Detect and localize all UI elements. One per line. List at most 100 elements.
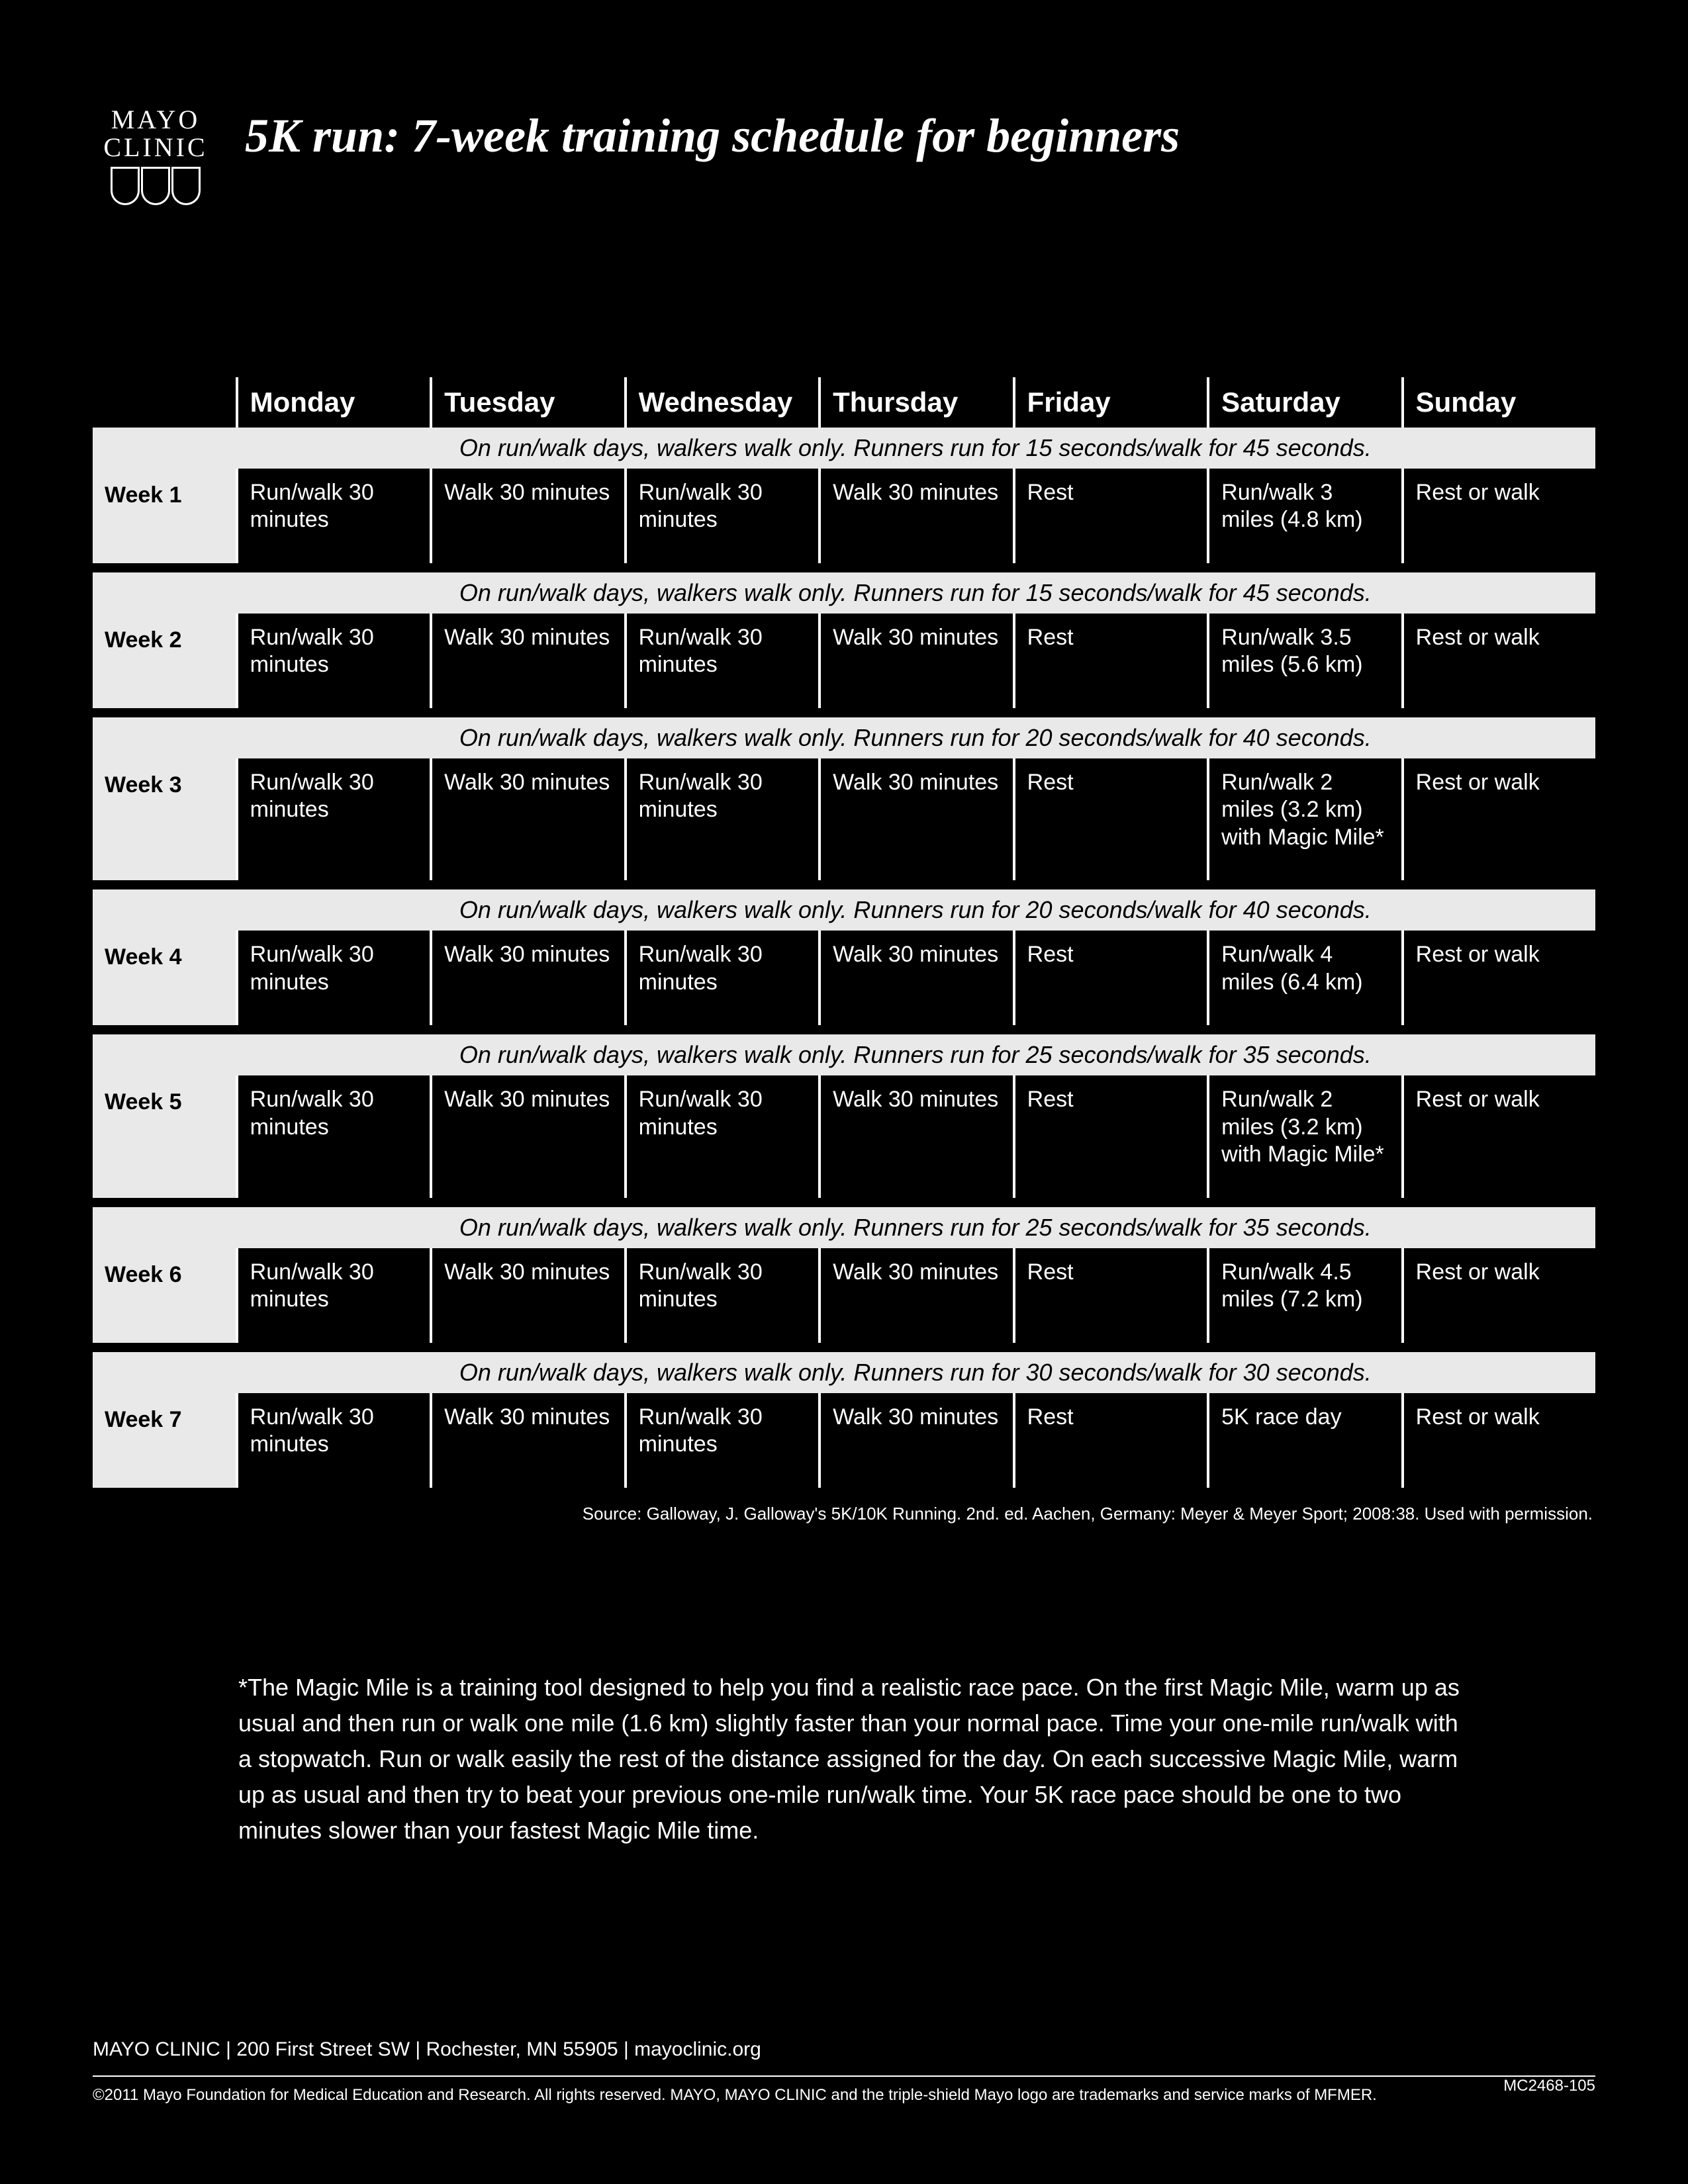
schedule-cell: Rest or walk [1401,931,1595,1025]
page-title: 5K run: 7-week training schedule for beg… [245,106,1180,162]
week-label-spacer [93,572,236,614]
schedule-cell: Walk 30 minutes [430,614,624,708]
schedule-cell: Rest [1013,614,1207,708]
week-label: Week 4 [93,931,236,1025]
triple-shield-icon [111,167,201,205]
schedule-cell: Run/walk 30 minutes [236,469,430,563]
week-label-spacer [93,1034,236,1075]
schedule-cell: Walk 30 minutes [818,469,1013,563]
schedule-cell: Walk 30 minutes [818,1075,1013,1197]
week-note: On run/walk days, walkers walk only. Run… [236,717,1595,758]
week-note: On run/walk days, walkers walk only. Run… [236,889,1595,931]
mayo-clinic-logo: MAYO CLINIC [93,106,218,205]
footer-divider [93,2075,1595,2077]
schedule-cell: Rest [1013,1075,1207,1197]
footer-legal: ©2011 Mayo Foundation for Medical Educat… [93,2086,1595,2105]
schedule-cell: Rest or walk [1401,758,1595,880]
schedule-cell: Run/walk 30 minutes [624,1075,819,1197]
week-label: Week 6 [93,1248,236,1343]
schedule-cell: Walk 30 minutes [430,758,624,880]
schedule-cell: Run/walk 30 minutes [624,469,819,563]
schedule-cell: Rest or walk [1401,614,1595,708]
page-footer: MAYO CLINIC | 200 First Street SW | Roch… [93,2038,1595,2105]
schedule-cell: Walk 30 minutes [818,758,1013,880]
footer-address: MAYO CLINIC | 200 First Street SW | Roch… [93,2038,1595,2061]
week-label: Week 3 [93,758,236,880]
week-data-row: Week 4Run/walk 30 minutesWalk 30 minutes… [93,931,1595,1025]
col-header-day: Saturday [1207,377,1401,428]
col-header-blank [93,377,236,428]
week-note: On run/walk days, walkers walk only. Run… [236,1352,1595,1393]
schedule-cell: Rest [1013,931,1207,1025]
row-spacer [93,1343,1595,1352]
col-header-day: Monday [236,377,430,428]
week-label-spacer [93,1207,236,1248]
week-label: Week 5 [93,1075,236,1197]
training-schedule-table: Monday Tuesday Wednesday Thursday Friday… [93,377,1595,1488]
schedule-cell: Run/walk 30 minutes [624,614,819,708]
week-data-row: Week 2Run/walk 30 minutesWalk 30 minutes… [93,614,1595,708]
schedule-cell: Run/walk 30 minutes [236,614,430,708]
week-label: Week 7 [93,1393,236,1488]
logo-text-line2: CLINIC [103,134,207,161]
schedule-cell: Run/walk 30 minutes [236,1075,430,1197]
schedule-cell: Walk 30 minutes [818,614,1013,708]
schedule-cell: Walk 30 minutes [430,1248,624,1343]
schedule-cell: Walk 30 minutes [430,931,624,1025]
schedule-cell: Walk 30 minutes [430,469,624,563]
week-note: On run/walk days, walkers walk only. Run… [236,1207,1595,1248]
week-label-spacer [93,1352,236,1393]
col-header-day: Wednesday [624,377,819,428]
row-spacer [93,880,1595,889]
schedule-cell: Rest or walk [1401,469,1595,563]
table-header-row: Monday Tuesday Wednesday Thursday Friday… [93,377,1595,428]
header: MAYO CLINIC 5K run: 7-week training sche… [93,106,1595,205]
week-note-row: On run/walk days, walkers walk only. Run… [93,428,1595,469]
week-data-row: Week 6Run/walk 30 minutesWalk 30 minutes… [93,1248,1595,1343]
schedule-cell: Walk 30 minutes [818,1393,1013,1488]
schedule-cell: Rest [1013,1393,1207,1488]
week-note: On run/walk days, walkers walk only. Run… [236,572,1595,614]
col-header-day: Tuesday [430,377,624,428]
schedule-cell: Run/walk 4.5 miles (7.2 km) [1207,1248,1401,1343]
schedule-cell: Rest or walk [1401,1248,1595,1343]
col-header-day: Friday [1013,377,1207,428]
schedule-cell: Rest [1013,758,1207,880]
week-note-row: On run/walk days, walkers walk only. Run… [93,717,1595,758]
week-label-spacer [93,889,236,931]
schedule-cell: Walk 30 minutes [430,1393,624,1488]
week-note-row: On run/walk days, walkers walk only. Run… [93,1034,1595,1075]
week-label: Week 2 [93,614,236,708]
schedule-cell: Run/walk 30 minutes [624,1393,819,1488]
week-data-row: Week 5Run/walk 30 minutesWalk 30 minutes… [93,1075,1595,1197]
schedule-cell: Rest [1013,1248,1207,1343]
week-label-spacer [93,717,236,758]
magic-mile-footnote: *The Magic Mile is a training tool desig… [238,1670,1463,1848]
schedule-cell: Run/walk 2 miles (3.2 km) with Magic Mil… [1207,1075,1401,1197]
schedule-cell: Walk 30 minutes [818,1248,1013,1343]
week-note-row: On run/walk days, walkers walk only. Run… [93,1352,1595,1393]
schedule-cell: Run/walk 3.5 miles (5.6 km) [1207,614,1401,708]
logo-text-line1: MAYO [111,106,201,134]
week-note-row: On run/walk days, walkers walk only. Run… [93,889,1595,931]
source-citation: Source: Galloway, J. Galloway's 5K/10K R… [93,1504,1595,1524]
week-data-row: Week 7Run/walk 30 minutesWalk 30 minutes… [93,1393,1595,1488]
week-data-row: Week 3Run/walk 30 minutesWalk 30 minutes… [93,758,1595,880]
schedule-cell: Run/walk 30 minutes [236,758,430,880]
schedule-cell: Rest [1013,469,1207,563]
schedule-cell: Rest or walk [1401,1075,1595,1197]
schedule-cell: Run/walk 30 minutes [236,1248,430,1343]
schedule-cell: Walk 30 minutes [430,1075,624,1197]
schedule-cell: Run/walk 4 miles (6.4 km) [1207,931,1401,1025]
col-header-day: Sunday [1401,377,1595,428]
schedule-cell: Run/walk 30 minutes [236,1393,430,1488]
row-spacer [93,563,1595,572]
schedule-cell: Walk 30 minutes [818,931,1013,1025]
schedule-cell: Run/walk 30 minutes [624,758,819,880]
schedule-cell: Run/walk 30 minutes [624,931,819,1025]
col-header-day: Thursday [818,377,1013,428]
schedule-cell: Run/walk 30 minutes [236,931,430,1025]
week-label: Week 1 [93,469,236,563]
schedule-cell: Run/walk 2 miles (3.2 km) with Magic Mil… [1207,758,1401,880]
week-data-row: Week 1Run/walk 30 minutesWalk 30 minutes… [93,469,1595,563]
